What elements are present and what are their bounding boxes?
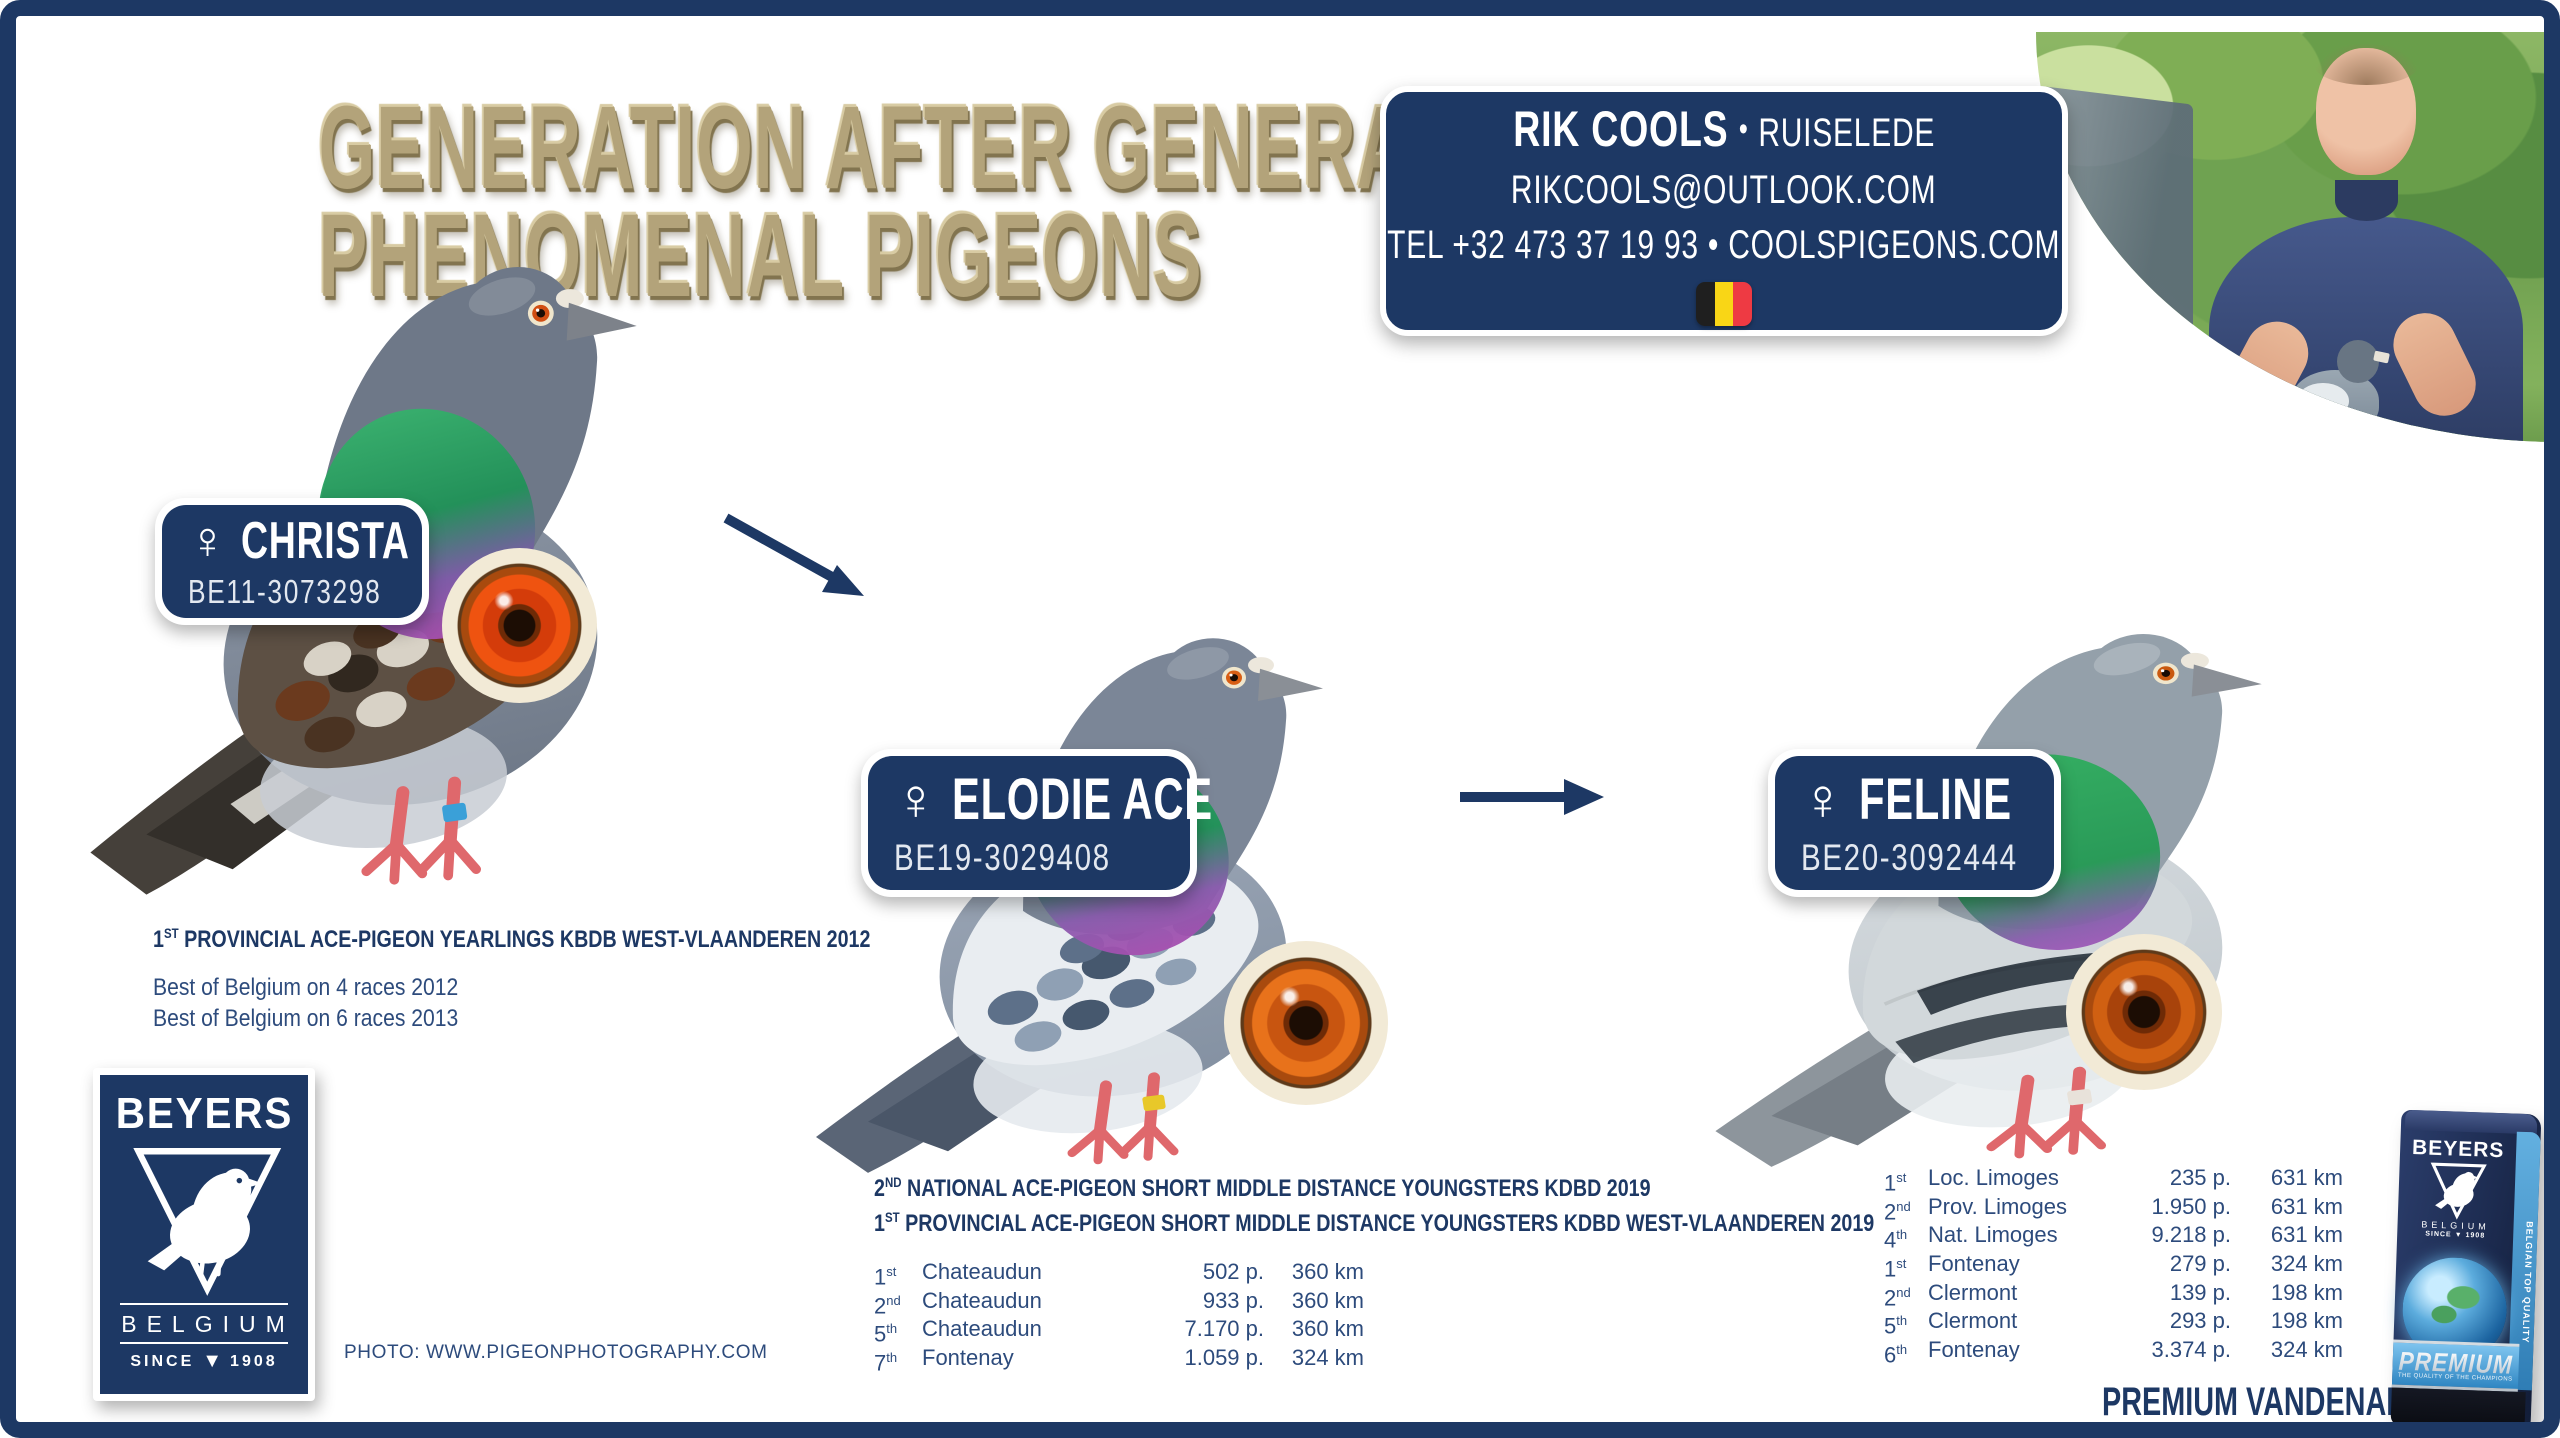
contact-phone-website: TEL +32 473 37 19 93 • COOLSPIGEONS.COM <box>1387 223 2061 267</box>
pigeon-label-elodie-ace: ♀ ELODIE ACE BE19-3029408 <box>861 749 1212 897</box>
eye-closeup-christa <box>442 548 597 703</box>
contact-email: RIKCOOLS@OUTLOOK.COM <box>1511 168 1937 212</box>
beyers-since-text: SINCE ▼ 1908 <box>130 1350 278 1372</box>
pigeon-name: FELINE <box>1858 766 2012 832</box>
pigeon-ring-number: BE11-3073298 <box>188 572 382 610</box>
results-feline: 1st Loc. Limoges 235 p. 631 km 2nd Prov.… <box>1884 1166 2343 1366</box>
result-row: 2nd Clermont 139 p. 198 km <box>1884 1279 2343 1310</box>
beyers-brand-text: BEYERS <box>115 1089 293 1138</box>
results-table: 1st Loc. Limoges 235 p. 631 km 2nd Prov.… <box>1884 1166 2343 1366</box>
result-row: 5th Clermont 293 p. 198 km <box>1884 1308 2343 1339</box>
result-row: 1st Chateaudun 502 p. 360 km <box>874 1259 1364 1290</box>
generation-arrow-2 <box>1460 779 1604 815</box>
female-icon: ♀ <box>894 766 938 832</box>
photo-man-collar <box>2334 179 2398 221</box>
title-line-1: GENERATION AFTER GENERATION <box>318 82 1582 214</box>
results-notes: Best of Belgium on 4 races 2012 Best of … <box>153 972 923 1034</box>
female-icon: ♀ <box>1801 766 1845 832</box>
result-row: 5th Chateaudun 7.170 p. 360 km <box>874 1316 1364 1347</box>
results-elodie-ace: 2ND NATIONAL ACE-PIGEON SHORT MIDDLE DIS… <box>874 1168 2094 1375</box>
result-row: 7th Fontenay 1.059 p. 324 km <box>874 1344 1364 1376</box>
photo-credit: PHOTO: WWW.PIGEONPHOTOGRAPHY.COM <box>344 1342 768 1363</box>
contact-name: RIK COOLS <box>1513 101 1729 157</box>
beyers-logo: BEYERS BELGIUM SINCE ▼ 1908 <box>93 1068 315 1401</box>
breeder-photo <box>2036 32 2544 443</box>
results-table: 1st Chateaudun 502 p. 360 km 2nd Chateau… <box>874 1260 2094 1375</box>
results-headline: 2ND NATIONAL ACE-PIGEON SHORT MIDDLE DIS… <box>874 1174 1651 1202</box>
result-row: 2nd Chateaudun 933 p. 360 km <box>874 1287 1364 1318</box>
result-row: 1st Fontenay 279 p. 324 km <box>1884 1250 2343 1282</box>
contact-city: RUISELEDE <box>1758 111 1935 155</box>
bag-bottom <box>2390 1387 2526 1422</box>
pigeon-label-christa: ♀ CHRISTA BE11-3073298 <box>155 498 429 625</box>
contact-name-city: RIK COOLS • RUISELEDE <box>1513 100 1935 158</box>
note-line: Best of Belgium on 4 races 2012 <box>153 974 459 1001</box>
pigeon-name: ELODIE ACE <box>951 766 1213 832</box>
photo-held-pigeon <box>2282 339 2391 443</box>
eye-closeup-elodie-ace <box>1224 941 1388 1105</box>
pigeon-ring-number: BE19-3029408 <box>894 836 1111 878</box>
bag-pigeon-triangle-icon <box>2430 1162 2487 1220</box>
results-christa: 1ST PROVINCIAL ACE-PIGEON YEARLINGS KBDB… <box>153 919 1028 1034</box>
results-headline: 1ST PROVINCIAL ACE-PIGEON YEARLINGS KBDB… <box>153 925 871 953</box>
result-row: 4th Nat. Limoges 9.218 p. 631 km <box>1884 1222 2343 1253</box>
belgium-flag-icon <box>1696 282 1752 326</box>
pigeon-label-feline: ♀ FELINE BE20-3092444 <box>1768 749 2061 897</box>
result-row: 6th Fontenay 3.374 p. 324 km <box>1884 1336 2343 1368</box>
result-row: 1st Loc. Limoges 235 p. 631 km <box>1884 1165 2343 1196</box>
beyers-premium-bag: BELGIAN TOP QUALITY BEYERS BELGIUM SINCE… <box>2390 1109 2542 1422</box>
generation-arrow-1 <box>723 513 864 596</box>
bullet-separator: • <box>1738 110 1748 148</box>
bag-beyers-logo: BEYERS BELGIUM SINCE ▼ 1908 <box>2411 1136 2505 1240</box>
note-line: Best of Belgium on 6 races 2013 <box>153 1005 459 1032</box>
breeder-photo-frame <box>2020 32 2544 456</box>
contact-card: RIK COOLS • RUISELEDE RIKCOOLS@OUTLOOK.COM… <box>1380 86 2068 336</box>
triangle-icon: ▼ <box>202 1350 223 1372</box>
pigeon-ring-number: BE20-3092444 <box>1801 836 2018 878</box>
photo-man-hair <box>2313 44 2419 86</box>
female-icon: ♀ <box>188 511 227 570</box>
beyers-pigeon-triangle-icon <box>132 1148 281 1296</box>
poster-title: GENERATION AFTER GENERATION PHENOMENAL P… <box>81 82 1582 315</box>
eye-closeup-feline <box>2066 934 2222 1090</box>
beyers-country-text: BELGIUM <box>121 1311 295 1337</box>
results-headline: 1ST PROVINCIAL ACE-PIGEON SHORT MIDDLE D… <box>874 1209 1875 1237</box>
pigeon-name: CHRISTA <box>241 511 410 570</box>
bag-premium-band: PREMIUM THE QUALITY OF THE CHAMPIONS <box>2391 1339 2520 1392</box>
result-row: 2nd Prov. Limoges 1.950 p. 631 km <box>1884 1193 2343 1224</box>
